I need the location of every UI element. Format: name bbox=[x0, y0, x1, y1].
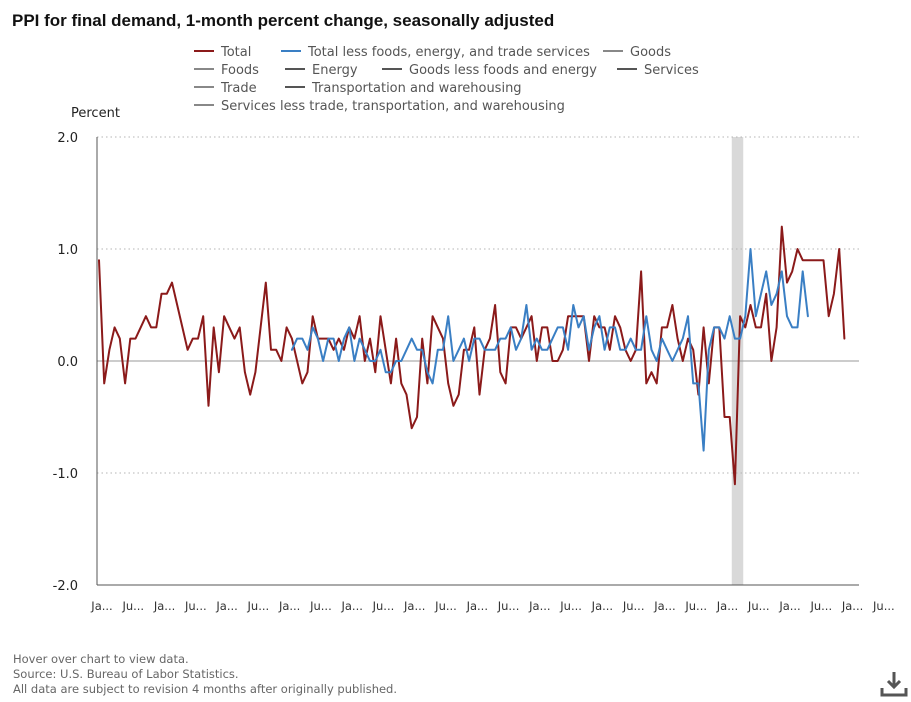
y-axis-label: Percent bbox=[71, 106, 120, 121]
legend-label: Goods less foods and energy bbox=[409, 63, 597, 78]
x-tick-label: Ju... bbox=[684, 599, 707, 613]
revision-note: All data are subject to revision 4 month… bbox=[13, 682, 397, 696]
legend-item[interactable]: Trade bbox=[194, 81, 257, 96]
source-note: Source: U.S. Bureau of Labor Statistics. bbox=[13, 667, 239, 681]
legend-item[interactable]: Energy bbox=[285, 63, 358, 78]
x-tick-label: Ja... bbox=[716, 599, 738, 613]
chart-axes bbox=[96, 137, 859, 586]
legend-label: Services less trade, transportation, and… bbox=[221, 99, 565, 114]
legend-label: Total bbox=[220, 45, 251, 60]
x-tick-label: Ju... bbox=[372, 599, 395, 613]
legend-label: Services bbox=[644, 63, 699, 78]
x-tick-label: Ju... bbox=[622, 599, 645, 613]
hover-hint: Hover over chart to view data. bbox=[13, 652, 189, 666]
y-tick-label: 1.0 bbox=[57, 243, 78, 258]
legend-label: Trade bbox=[220, 81, 257, 96]
y-tick-label: -1.0 bbox=[53, 467, 78, 482]
legend-label: Transportation and warehousing bbox=[311, 81, 522, 96]
x-tick-label: Ja... bbox=[528, 599, 550, 613]
x-tick-label: Ja... bbox=[591, 599, 613, 613]
series-line-total-less-foods-energy-trade[interactable] bbox=[290, 248, 809, 452]
x-tick-label: Ja... bbox=[340, 599, 362, 613]
legend-item[interactable]: Goods bbox=[603, 45, 671, 60]
x-tick-label: Ja... bbox=[403, 599, 425, 613]
x-tick-label: Ju... bbox=[247, 599, 270, 613]
x-tick-label: Ja... bbox=[90, 599, 112, 613]
y-tick-label: 2.0 bbox=[57, 131, 78, 146]
legend-item[interactable]: Transportation and warehousing bbox=[285, 81, 522, 96]
chart-legend: Total Total less foods, energy, and trade… bbox=[194, 45, 699, 114]
x-tick-label: Ja... bbox=[153, 599, 175, 613]
x-tick-label: Ju... bbox=[184, 599, 207, 613]
legend-label: Total less foods, energy, and trade serv… bbox=[307, 45, 590, 60]
download-icon[interactable] bbox=[880, 670, 908, 698]
legend-label: Foods bbox=[221, 63, 259, 78]
chart-title: PPI for final demand, 1-month percent ch… bbox=[12, 11, 554, 30]
x-tick-label: Ju... bbox=[309, 599, 332, 613]
x-tick-label: Ja... bbox=[466, 599, 488, 613]
x-tick-label: Ja... bbox=[653, 599, 675, 613]
x-tick-label: Ju... bbox=[434, 599, 457, 613]
x-tick-label: Ju... bbox=[121, 599, 144, 613]
y-tick-label: -2.0 bbox=[53, 579, 78, 594]
x-tick-label: Ju... bbox=[559, 599, 582, 613]
x-tick-label: Ja... bbox=[215, 599, 237, 613]
series-line-total[interactable] bbox=[98, 225, 846, 486]
y-tick-labels: 2.0 1.0 0.0 -1.0 -2.0 bbox=[53, 131, 78, 594]
legend-item[interactable]: Total less foods, energy, and trade serv… bbox=[281, 45, 590, 60]
x-tick-label: Ju... bbox=[747, 599, 770, 613]
legend-item[interactable]: Foods bbox=[194, 63, 259, 78]
x-tick-label: Ju... bbox=[497, 599, 520, 613]
x-tick-label: Ja... bbox=[841, 599, 863, 613]
x-tick-labels: Ja... Ju... Ja... Ju... Ja... Ju... Ja... Ju...… bbox=[90, 599, 894, 613]
legend-label: Energy bbox=[312, 63, 358, 78]
legend-item[interactable]: Total bbox=[194, 45, 251, 60]
x-tick-label: Ju... bbox=[809, 599, 832, 613]
x-tick-label: Ju... bbox=[872, 599, 895, 613]
x-tick-label: Ja... bbox=[778, 599, 800, 613]
legend-label: Goods bbox=[630, 45, 671, 60]
y-tick-label: 0.0 bbox=[57, 355, 78, 370]
x-tick-label: Ja... bbox=[278, 599, 300, 613]
legend-item[interactable]: Services less trade, transportation, and… bbox=[194, 99, 565, 114]
legend-item[interactable]: Goods less foods and energy bbox=[382, 63, 597, 78]
series-lines[interactable] bbox=[98, 225, 846, 486]
legend-item[interactable]: Services bbox=[617, 63, 699, 78]
